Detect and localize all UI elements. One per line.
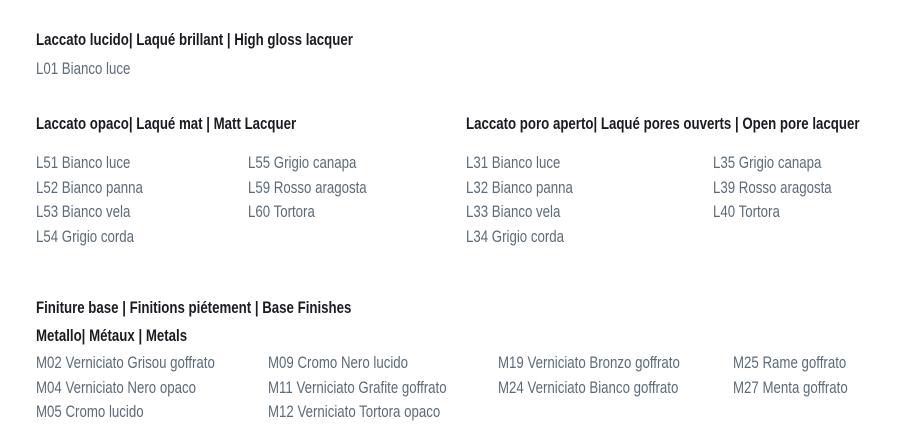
matt-lacquer-column-1: L51 Bianco luce L52 Bianco panna L53 Bia… [36,151,173,249]
metals-column-2: M09 Cromo Nero lucido M11 Verniciato Gra… [268,351,497,425]
finish-item: L32 Bianco panna [466,177,573,197]
metals-column-4: M25 Rame goffrato M27 Menta goffrato [733,351,880,400]
finish-item: L39 Rosso aragosta [713,177,832,197]
finish-item: M19 Verniciato Bronzo goffrato [498,353,680,372]
matt-lacquer-column-2: L55 Grigio canapa L59 Rosso aragosta L60… [248,151,400,225]
finish-item: L55 Grigio canapa [248,153,357,172]
finish-item: L31 Bianco luce [466,153,561,172]
finish-item: M04 Verniciato Nero opaco [36,377,196,397]
finish-item: L40 Tortora [713,202,780,221]
finish-item: M27 Menta goffrato [733,377,848,397]
section-header-matt-lacquer: Laccato opaco| Laqué mat | Matt Lacquer [36,114,297,133]
section-header-base-finishes: Finiture base | Finitions piétement | Ba… [36,298,352,317]
finish-item: L01 Bianco luce [36,59,131,78]
finish-item: L59 Rosso aragosta [248,177,367,197]
finish-item: M11 Verniciato Grafite goffrato [268,377,447,397]
finish-item: L34 Grigio corda [466,226,565,246]
finish-item: L33 Bianco vela [466,202,561,221]
finish-item: M25 Rame goffrato [733,353,847,372]
section-header-open-pore-lacquer: Laccato poro aperto| Laqué pores ouverts… [466,114,860,133]
finish-item: L35 Grigio canapa [713,153,822,172]
finish-item: M05 Cromo lucido [36,402,144,421]
finish-item: M12 Verniciato Tortora opaco [268,402,441,421]
finish-item: L51 Bianco luce [36,153,131,172]
section-header-high-gloss-lacquer: Laccato lucido| Laqué brillant | High gl… [36,30,353,49]
open-pore-column-2: L35 Grigio canapa L39 Rosso aragosta L40… [713,151,865,225]
finish-item: L60 Tortora [248,202,315,221]
finish-item: M09 Cromo Nero lucido [268,353,409,372]
open-pore-column-1: L31 Bianco luce L32 Bianco panna L33 Bia… [466,151,603,249]
finish-item: M24 Verniciato Bianco goffrato [498,377,679,397]
metals-column-3: M19 Verniciato Bronzo goffrato M24 Verni… [498,351,731,400]
high-gloss-column-1: L01 Bianco luce [36,57,157,82]
metals-column-1: M02 Verniciato Grisou goffrato M04 Verni… [36,351,265,425]
finish-item: M02 Verniciato Grisou goffrato [36,353,215,372]
finish-item: L53 Bianco vela [36,202,131,221]
finish-item: L52 Bianco panna [36,177,143,197]
subsection-header-metals: Metallo| Métaux | Metals [36,326,188,345]
finish-item: L54 Grigio corda [36,226,135,246]
